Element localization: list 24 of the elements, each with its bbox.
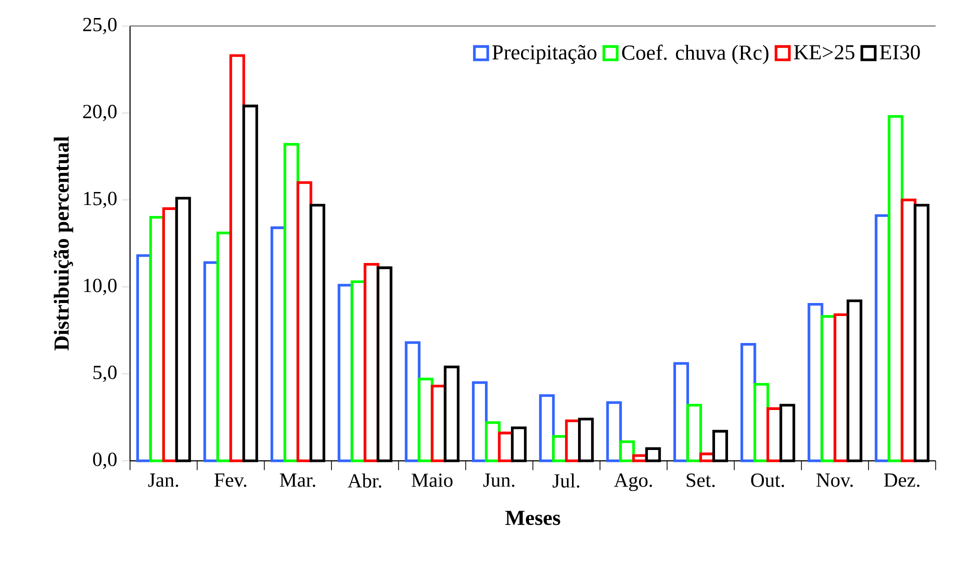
x-tick-label: Abr.: [348, 473, 382, 488]
x-tick-label: Out.: [751, 473, 784, 487]
legend-label: Precipitação: [492, 44, 596, 64]
y-tick-label: 25,0: [83, 18, 117, 34]
y-tick-label: 0,0: [93, 452, 117, 469]
x-axis-title: Meses: [505, 510, 560, 525]
legend-label: Coef. chuva (Rc): [622, 44, 768, 64]
y-tick-label: 5,0: [93, 366, 117, 382]
x-tick-label: Jul.: [552, 473, 580, 488]
x-tick-label: Ago.: [614, 473, 652, 491]
x-tick-label: Nov.: [816, 473, 853, 487]
x-tick-label: Set.: [686, 473, 715, 487]
y-axis-title: Distribuição percentual: [54, 136, 74, 350]
legend-label: KE>25: [794, 45, 854, 60]
y-tick-label: 20,0: [83, 104, 117, 122]
x-tick-label: Jan.: [148, 473, 178, 487]
x-tick-label: Fev.: [214, 473, 246, 487]
legend-label: EI30: [880, 44, 920, 60]
x-tick-label: Jun.: [483, 473, 514, 487]
x-tick-label: Maio: [412, 473, 453, 487]
y-tick-label: 10,0: [84, 278, 117, 295]
x-tick-label: Mar.: [280, 473, 316, 487]
x-tick-label: Dez.: [884, 473, 920, 487]
y-tick-label: 15,0: [84, 192, 117, 208]
